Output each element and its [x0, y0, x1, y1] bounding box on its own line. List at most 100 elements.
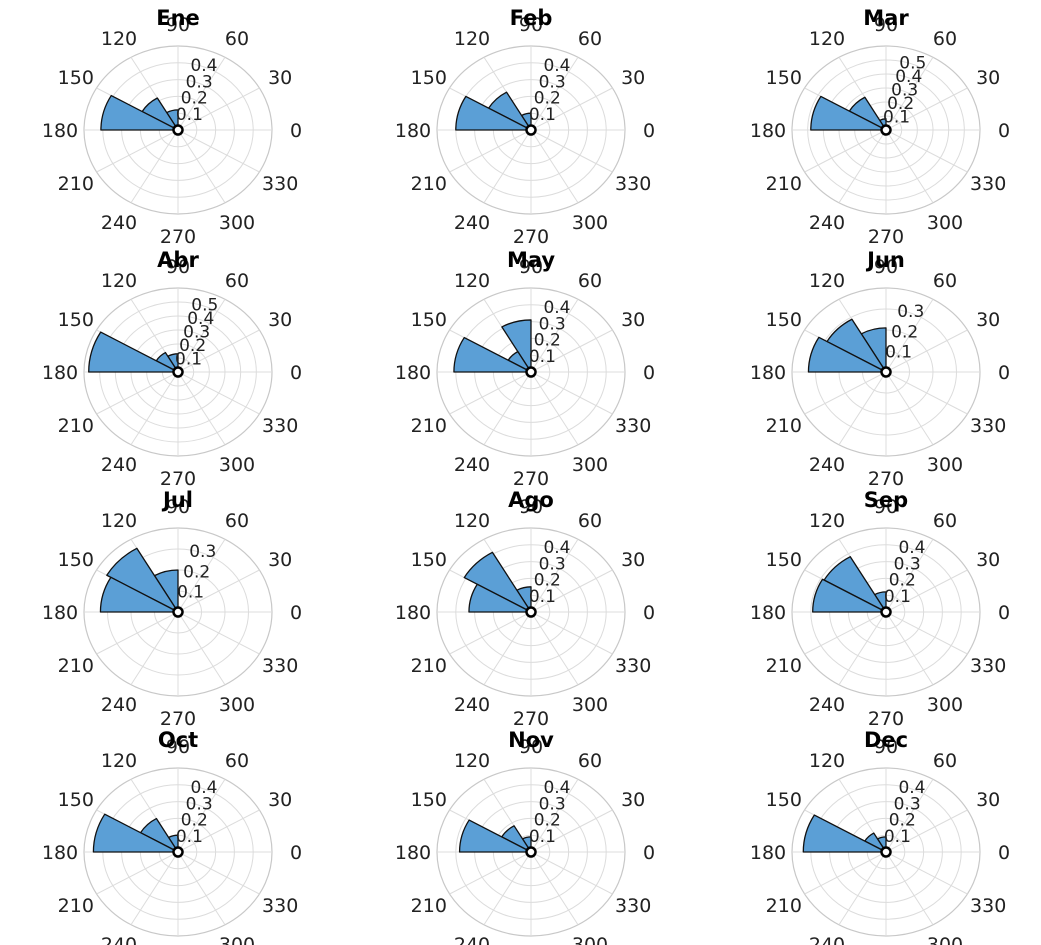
radial-tick-label: 0.2	[887, 94, 914, 114]
histogram-bar	[92, 813, 179, 853]
grid-spoke	[177, 569, 260, 613]
radial-tick-label: 0.4	[543, 56, 570, 76]
angle-tick-label: 240	[809, 212, 845, 234]
angle-tick-label: 210	[58, 655, 94, 677]
angle-tick-label: 30	[621, 549, 645, 571]
angle-tick-label: 90	[166, 496, 190, 518]
polar-panel-abr: 0.10.20.30.40.5 0 30 60 90 120 150 180 210 240 270…	[42, 248, 302, 490]
grid-spoke	[804, 611, 887, 655]
radial-tick-label: 0.2	[534, 571, 561, 591]
angle-tick-label: 90	[874, 14, 898, 36]
histogram-bar	[812, 578, 887, 613]
angle-tick-label: 330	[970, 655, 1006, 677]
angle-tick-label: 270	[513, 468, 549, 490]
radial-tick-label: 0.4	[898, 538, 925, 558]
angle-tick-label: 270	[868, 708, 904, 730]
radial-tick-label: 0.1	[176, 827, 203, 847]
angle-tick-label: 60	[578, 510, 602, 532]
angle-tick-label: 60	[933, 28, 957, 50]
angle-tick-label: 240	[101, 934, 137, 945]
grid-spoke	[130, 129, 179, 204]
angle-tick-label: 150	[58, 789, 94, 811]
polar-panel-jun: 0.10.20.3 0 30 60 90 120 150 180 210 240 270 300 330…	[750, 248, 1010, 490]
angle-tick-label: 180	[395, 120, 431, 142]
histogram-bar	[468, 583, 532, 613]
panel-title: Jul	[161, 488, 193, 512]
grid-spoke	[177, 611, 260, 655]
radial-tick-label: 0.2	[891, 322, 918, 342]
radial-tick-label: 0.5	[191, 295, 218, 315]
grid-spoke	[483, 851, 532, 926]
angle-tick-label: 270	[160, 708, 196, 730]
angle-tick-label: 0	[643, 842, 655, 864]
radial-tick-label: 0.1	[529, 105, 556, 125]
radial-tick-label: 0.1	[529, 587, 556, 607]
angle-tick-label: 210	[766, 895, 802, 917]
grid-spoke	[885, 87, 968, 131]
angle-tick-label: 180	[395, 842, 431, 864]
grid-spoke	[483, 371, 532, 446]
angle-tick-label: 60	[933, 270, 957, 292]
radial-tick-label: 0.2	[534, 811, 561, 831]
grid-spoke	[530, 371, 579, 446]
angle-tick-label: 150	[411, 309, 447, 331]
angle-tick-label: 240	[809, 454, 845, 476]
angle-tick-label: 240	[454, 212, 490, 234]
grid-spoke	[804, 129, 887, 173]
angle-tick-label: 240	[101, 694, 137, 716]
angle-tick-label: 120	[101, 750, 137, 772]
grid-spoke	[449, 371, 532, 415]
angle-tick-label: 120	[101, 270, 137, 292]
grid-spoke	[177, 87, 260, 131]
radial-tick-label: 0.5	[899, 53, 926, 73]
radial-tick-label: 0.3	[894, 554, 921, 574]
angle-tick-label: 180	[42, 120, 78, 142]
grid-spoke	[483, 129, 532, 204]
grid-spoke	[530, 298, 579, 373]
angle-tick-label: 330	[615, 415, 651, 437]
grid-spoke	[885, 371, 934, 446]
panel-title: Jun	[865, 248, 905, 272]
panel-title: Oct	[158, 728, 198, 752]
angle-tick-label: 0	[290, 120, 302, 142]
angle-tick-label: 330	[615, 655, 651, 677]
grid-spoke	[177, 371, 260, 415]
radial-tick-label: 0.3	[186, 794, 213, 814]
polar-panel-nov: 0.10.20.30.40306090120150180210240270300…	[395, 728, 655, 945]
angle-tick-label: 300	[572, 212, 608, 234]
angle-tick-label: 120	[809, 270, 845, 292]
histogram-bar	[807, 336, 887, 373]
angle-tick-label: 240	[101, 212, 137, 234]
radial-tick-label: 0.1	[175, 349, 202, 369]
grid-spoke	[885, 298, 934, 373]
angle-tick-label: 0	[643, 120, 655, 142]
radial-tick-label: 0.1	[883, 107, 910, 127]
angle-tick-label: 240	[809, 694, 845, 716]
angle-tick-label: 270	[160, 468, 196, 490]
grid-spoke	[177, 851, 260, 895]
angle-tick-label: 90	[166, 736, 190, 758]
angle-tick-label: 180	[42, 842, 78, 864]
grid-spoke	[177, 371, 226, 446]
angle-tick-label: 120	[101, 510, 137, 532]
angle-tick-label: 30	[621, 309, 645, 331]
angle-tick-label: 210	[411, 655, 447, 677]
angle-tick-label: 150	[58, 309, 94, 331]
angle-tick-label: 150	[411, 549, 447, 571]
angle-tick-label: 90	[519, 14, 543, 36]
radial-tick-label: 0.1	[176, 105, 203, 125]
angle-tick-label: 150	[766, 789, 802, 811]
angle-tick-label: 300	[572, 454, 608, 476]
angle-tick-label: 120	[809, 28, 845, 50]
grid-spoke	[885, 538, 934, 613]
radial-tick-label: 0.4	[190, 56, 217, 76]
radial-tick-label: 0.4	[190, 778, 217, 798]
angle-tick-label: 180	[750, 120, 786, 142]
grid-spoke	[530, 329, 613, 373]
radial-tick-label: 0.1	[529, 347, 556, 367]
radial-tick-label: 0.4	[898, 778, 925, 798]
grid-spoke	[530, 129, 613, 173]
angle-tick-label: 180	[750, 602, 786, 624]
angle-tick-label: 120	[454, 28, 490, 50]
